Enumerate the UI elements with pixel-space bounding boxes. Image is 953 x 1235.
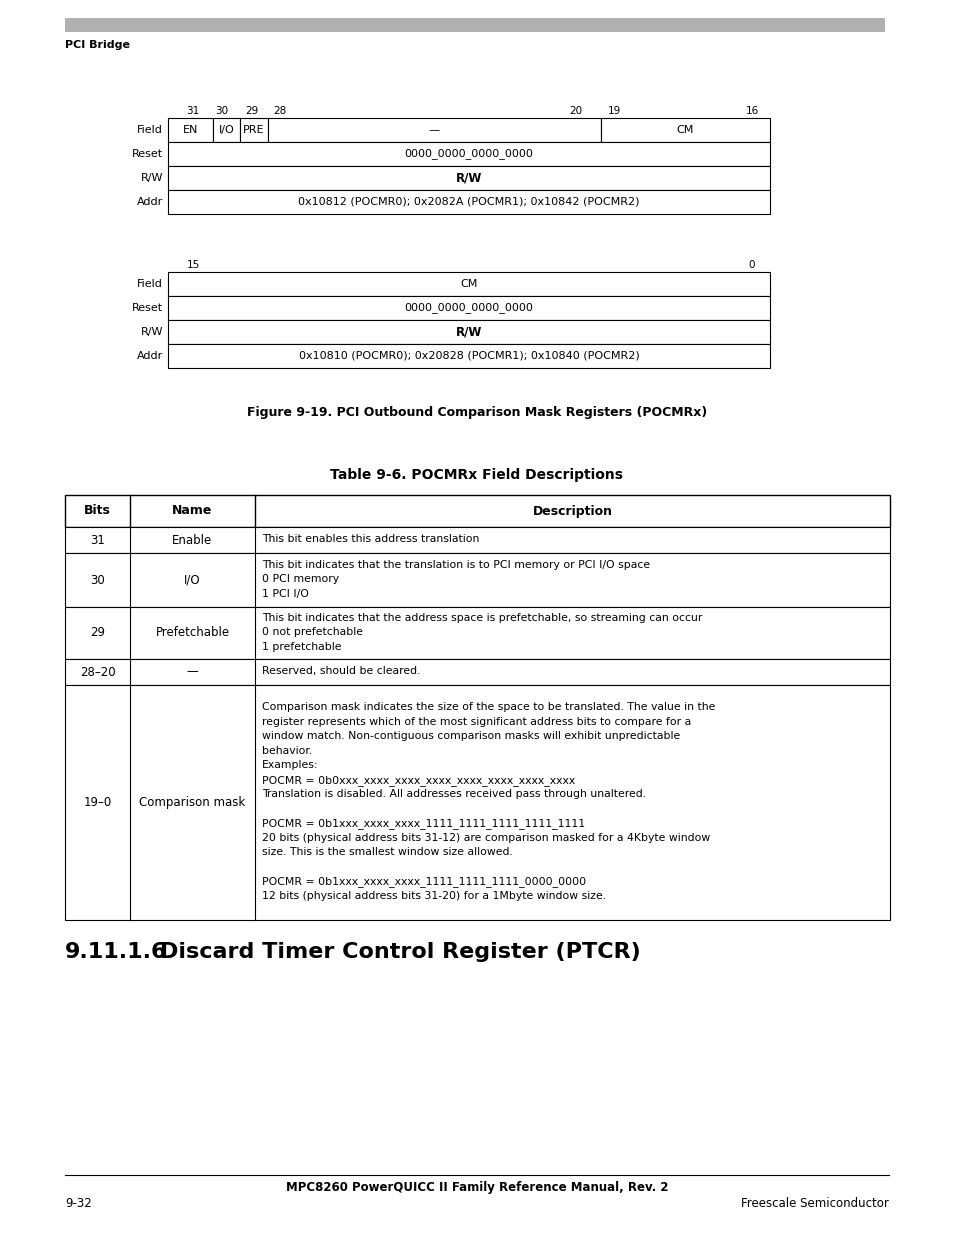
Text: 0x10810 (POCMR0); 0x20828 (POCMR1); 0x10840 (POCMR2): 0x10810 (POCMR0); 0x20828 (POCMR1); 0x10… [298,351,639,361]
Bar [168,190,769,214]
Text: 19–0: 19–0 [83,797,112,809]
Text: 9-32: 9-32 [65,1197,91,1210]
Text: POCMR = 0b1xxx_xxxx_xxxx_1111_1111_1111_0000_0000: POCMR = 0b1xxx_xxxx_xxxx_1111_1111_1111_… [262,877,585,888]
Text: CM: CM [460,279,477,289]
Text: 20 bits (physical address bits 31-12) are comparison masked for a 4Kbyte window: 20 bits (physical address bits 31-12) ar… [262,832,709,844]
Text: 20: 20 [569,106,582,116]
Text: Figure 9-19. PCI Outbound Comparison Mask Registers (POCMRx): Figure 9-19. PCI Outbound Comparison Mas… [247,406,706,419]
Text: Addr: Addr [136,351,163,361]
Text: 29: 29 [245,106,258,116]
Text: 1 PCI I/O: 1 PCI I/O [262,589,309,599]
Text: MPC8260 PowerQUICC II Family Reference Manual, Rev. 2: MPC8260 PowerQUICC II Family Reference M… [286,1181,667,1194]
Text: 0x10812 (POCMR0); 0x2082A (POCMR1); 0x10842 (POCMR2): 0x10812 (POCMR0); 0x2082A (POCMR1); 0x10… [298,198,639,207]
Text: 12 bits (physical address bits 31-20) for a 1Mbyte window size.: 12 bits (physical address bits 31-20) fo… [262,890,605,902]
Text: Name: Name [172,505,213,517]
Text: Field: Field [137,279,163,289]
Text: R/W: R/W [140,173,163,183]
Bar [213,119,240,142]
Bar [168,119,213,142]
Bar [168,296,769,320]
Text: 0 PCI memory: 0 PCI memory [262,574,338,584]
Text: Discard Timer Control Register (PTCR): Discard Timer Control Register (PTCR) [160,942,640,962]
Bar [168,272,769,296]
Bar [65,685,889,920]
Bar [65,659,889,685]
Text: R/W: R/W [456,172,481,184]
Text: register represents which of the most significant address bits to compare for a: register represents which of the most si… [262,718,691,727]
Text: PRE: PRE [243,125,265,135]
Text: CM: CM [676,125,694,135]
Text: behavior.: behavior. [262,746,312,756]
Text: Comparison mask indicates the size of the space to be translated. The value in t: Comparison mask indicates the size of th… [262,703,715,713]
Text: 0000_0000_0000_0000: 0000_0000_0000_0000 [404,303,533,314]
Text: 28–20: 28–20 [80,666,115,678]
Text: size. This is the smallest window size allowed.: size. This is the smallest window size a… [262,847,513,857]
Text: 31: 31 [186,106,199,116]
Text: Examples:: Examples: [262,761,318,771]
Text: I/O: I/O [184,573,200,587]
Bar [268,119,600,142]
Text: window match. Non-contiguous comparison masks will exhibit unpredictable: window match. Non-contiguous comparison … [262,731,679,741]
Text: 16: 16 [744,106,758,116]
Text: I/O: I/O [218,125,234,135]
Text: R/W: R/W [456,326,481,338]
Text: 9.11.1.6: 9.11.1.6 [65,942,168,962]
Text: Addr: Addr [136,198,163,207]
Text: 19: 19 [607,106,620,116]
Bar [168,142,769,165]
Text: 30: 30 [215,106,229,116]
Text: 30: 30 [90,573,105,587]
Text: —: — [429,125,439,135]
Bar [168,165,769,190]
Text: Reserved, should be cleared.: Reserved, should be cleared. [262,666,420,677]
Text: 0 not prefetchable: 0 not prefetchable [262,627,363,637]
Text: Comparison mask: Comparison mask [139,797,245,809]
Text: POCMR = 0b1xxx_xxxx_xxxx_1111_1111_1111_1111_1111: POCMR = 0b1xxx_xxxx_xxxx_1111_1111_1111_… [262,819,584,830]
Text: 31: 31 [90,534,105,547]
Bar [65,19,884,32]
Bar [65,606,889,659]
Text: POCMR = 0b0xxx_xxxx_xxxx_xxxx_xxxx_xxxx_xxxx_xxxx: POCMR = 0b0xxx_xxxx_xxxx_xxxx_xxxx_xxxx_… [262,774,575,785]
Text: PCI Bridge: PCI Bridge [65,40,130,49]
Text: This bit indicates that the translation is to PCI memory or PCI I/O space: This bit indicates that the translation … [262,559,649,569]
Text: This bit enables this address translation: This bit enables this address translatio… [262,535,478,545]
Bar [168,320,769,345]
Text: This bit indicates that the address space is prefetchable, so streaming can occu: This bit indicates that the address spac… [262,613,701,622]
Text: Reset: Reset [132,149,163,159]
Text: Table 9-6. POCMRx Field Descriptions: Table 9-6. POCMRx Field Descriptions [330,468,623,482]
Text: 0: 0 [748,261,755,270]
Text: Description: Description [532,505,612,517]
Text: Bits: Bits [84,505,111,517]
Text: EN: EN [183,125,198,135]
Text: Enable: Enable [172,534,213,547]
Text: Reset: Reset [132,303,163,312]
Text: 29: 29 [90,626,105,640]
Bar [65,495,889,527]
Text: —: — [187,666,198,678]
Bar [65,527,889,553]
Bar [240,119,268,142]
Text: R/W: R/W [140,327,163,337]
Text: Freescale Semiconductor: Freescale Semiconductor [740,1197,888,1210]
Text: Prefetchable: Prefetchable [155,626,230,640]
Text: Translation is disabled. All addresses received pass through unaltered.: Translation is disabled. All addresses r… [262,789,645,799]
Text: 15: 15 [186,261,199,270]
Text: 0000_0000_0000_0000: 0000_0000_0000_0000 [404,148,533,159]
Bar [600,119,769,142]
Bar [65,553,889,606]
Text: 1 prefetchable: 1 prefetchable [262,642,341,652]
Text: Field: Field [137,125,163,135]
Bar [168,345,769,368]
Text: 28: 28 [274,106,286,116]
